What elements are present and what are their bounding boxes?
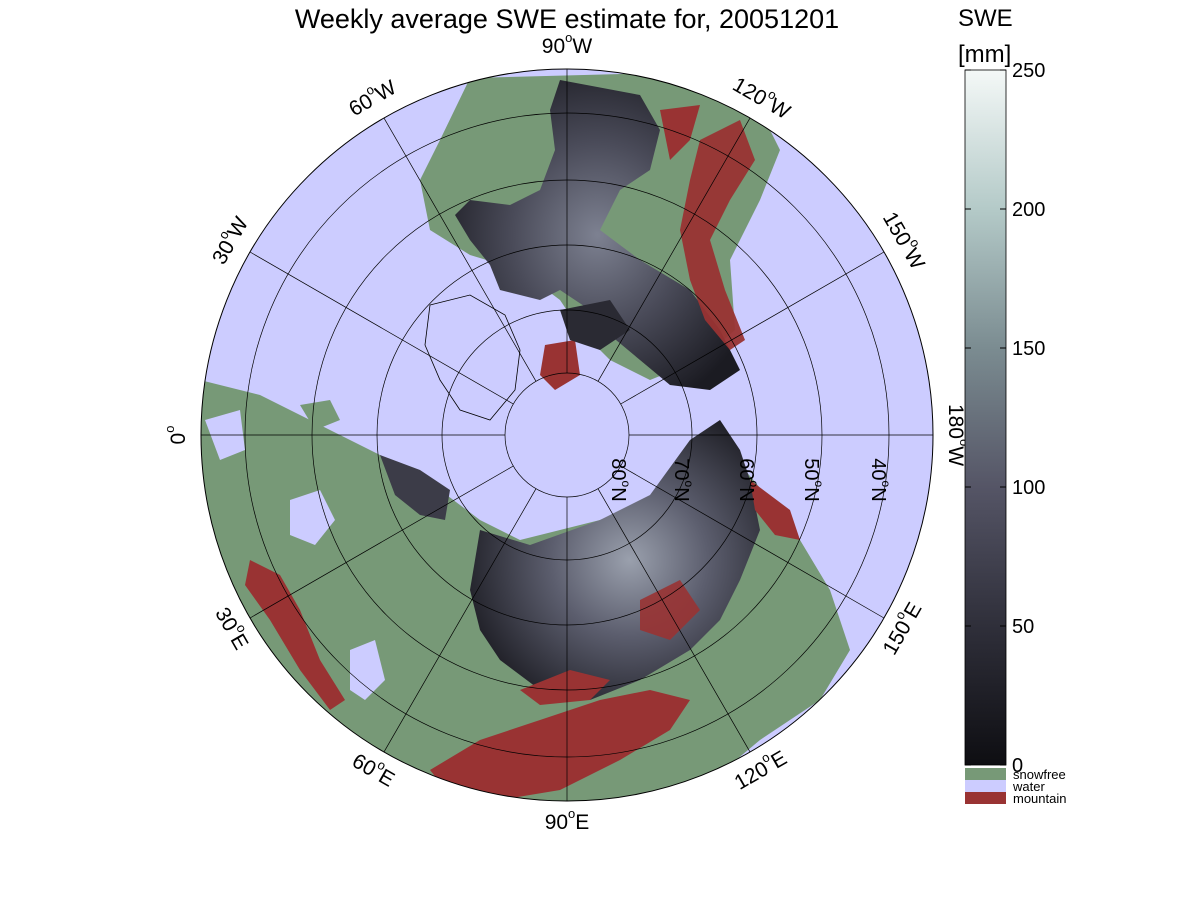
eurasia-snow: [470, 420, 760, 700]
colorbar-unit: [mm]: [958, 41, 1011, 68]
graticule: [201, 69, 933, 801]
colorbar-tick-label: 200: [1012, 199, 1045, 221]
colorbar-tick-label: 0: [1012, 755, 1023, 777]
longitude-degree: 60: [348, 749, 380, 781]
longitude-degree: 30: [208, 236, 240, 268]
longitude-label: 90oE: [545, 806, 590, 833]
degree-symbol: o: [565, 30, 572, 45]
latitude-degree: 40: [867, 458, 889, 480]
longitude-degree: 150: [878, 617, 915, 659]
meridian-60e: [383, 488, 537, 753]
latitude-degree: 70: [670, 458, 692, 480]
meridian-120w: [597, 117, 751, 382]
degree-symbol: o: [162, 426, 177, 433]
meridian-30w: [249, 251, 514, 405]
longitude-degree: 90: [545, 811, 568, 834]
latitude-label: 70oN: [670, 458, 696, 501]
category-swatch-water: [965, 780, 1006, 792]
longitude-degree: 120: [729, 73, 771, 110]
latitude-label: 80oN: [607, 458, 633, 501]
latitude-degree: 50: [800, 458, 822, 480]
longitude-direction: W: [944, 446, 967, 466]
longitude-label: 90oW: [542, 30, 593, 57]
alaska-mountains: [660, 105, 700, 160]
baltic-sea: [290, 490, 335, 545]
meridian-150w: [620, 251, 885, 405]
himalaya-mountains: [430, 690, 690, 800]
degree-symbol: o: [957, 439, 972, 446]
category-swatch-snowfree: [965, 768, 1006, 780]
degree-symbol: o: [682, 481, 696, 488]
scandinavia-snow: [380, 455, 450, 520]
colorbar-label: SWE: [958, 5, 1013, 32]
degree-symbol: o: [747, 481, 761, 488]
caspian-sea: [350, 640, 385, 700]
longitude-direction: W: [371, 76, 400, 106]
map-border: [200, 68, 934, 802]
iceland: [300, 400, 340, 430]
colorbar-ticks: 0 50 100 150 200 250: [965, 60, 1045, 777]
longitude-direction: E: [575, 811, 589, 834]
longitude-degree: 180: [944, 404, 967, 439]
latitude-direction: N: [867, 487, 889, 501]
longitude-direction: E: [226, 630, 253, 654]
degree-symbol: o: [568, 806, 575, 821]
degree-symbol: o: [619, 481, 633, 488]
colorbar-tick-label: 150: [1012, 338, 1045, 360]
kamchatka-mountains: [750, 480, 800, 540]
colorbar-gradient: [964, 69, 1007, 766]
rocky-mountains: [680, 120, 755, 350]
category-swatch-mountain: [965, 792, 1006, 804]
degree-symbol: o: [879, 481, 893, 488]
colorbar-tick-label: 100: [1012, 477, 1045, 499]
category-label-water: water: [1012, 779, 1045, 794]
longitude-label: 0o: [162, 426, 189, 445]
degree-symbol: o: [812, 481, 826, 488]
siberia-mountains: [640, 580, 700, 640]
latitude-degree: 60: [735, 458, 757, 480]
latitude-direction: N: [607, 487, 629, 501]
meridian-150e: [620, 465, 885, 619]
longitude-label: 180oW: [944, 404, 971, 466]
alps-mountains: [245, 560, 345, 710]
colorbar-tick-label: 50: [1012, 616, 1034, 638]
latitude-direction: N: [670, 487, 692, 501]
greenland-mountain: [540, 340, 580, 390]
longitude-direction: W: [572, 35, 592, 58]
central-asia-mountains: [520, 670, 610, 705]
longitude-direction: W: [899, 244, 929, 273]
latitude-label: 40oN: [867, 458, 893, 501]
meridian-60w: [383, 117, 537, 382]
greenland-outline: [424, 294, 521, 421]
latitude-direction: N: [735, 487, 757, 501]
latitude-degree: 80: [607, 458, 629, 480]
arctic-islands: [560, 300, 630, 350]
meridian-120e: [597, 488, 751, 753]
map-disk: [201, 69, 933, 801]
category-label-snowfree: snowfree: [1013, 767, 1066, 782]
north-america-snow: [455, 80, 740, 390]
category-label-mountain: mountain: [1013, 791, 1066, 806]
latitude-direction: N: [800, 487, 822, 501]
longitude-direction: E: [767, 746, 791, 773]
longitude-degree: 0: [167, 433, 190, 445]
latitude-label: 60oN: [735, 458, 761, 501]
longitude-degree: 90: [542, 35, 565, 58]
colorbar: SWE [mm] 0 50 100 150 200 250 snowfreewatermo…: [958, 5, 1066, 806]
colorbar-tick-label: 250: [1012, 60, 1045, 82]
chart-title: Weekly average SWE estimate for, 2005120…: [295, 4, 839, 34]
latitude-label: 50oN: [800, 458, 826, 501]
meridian-30e: [249, 465, 514, 619]
